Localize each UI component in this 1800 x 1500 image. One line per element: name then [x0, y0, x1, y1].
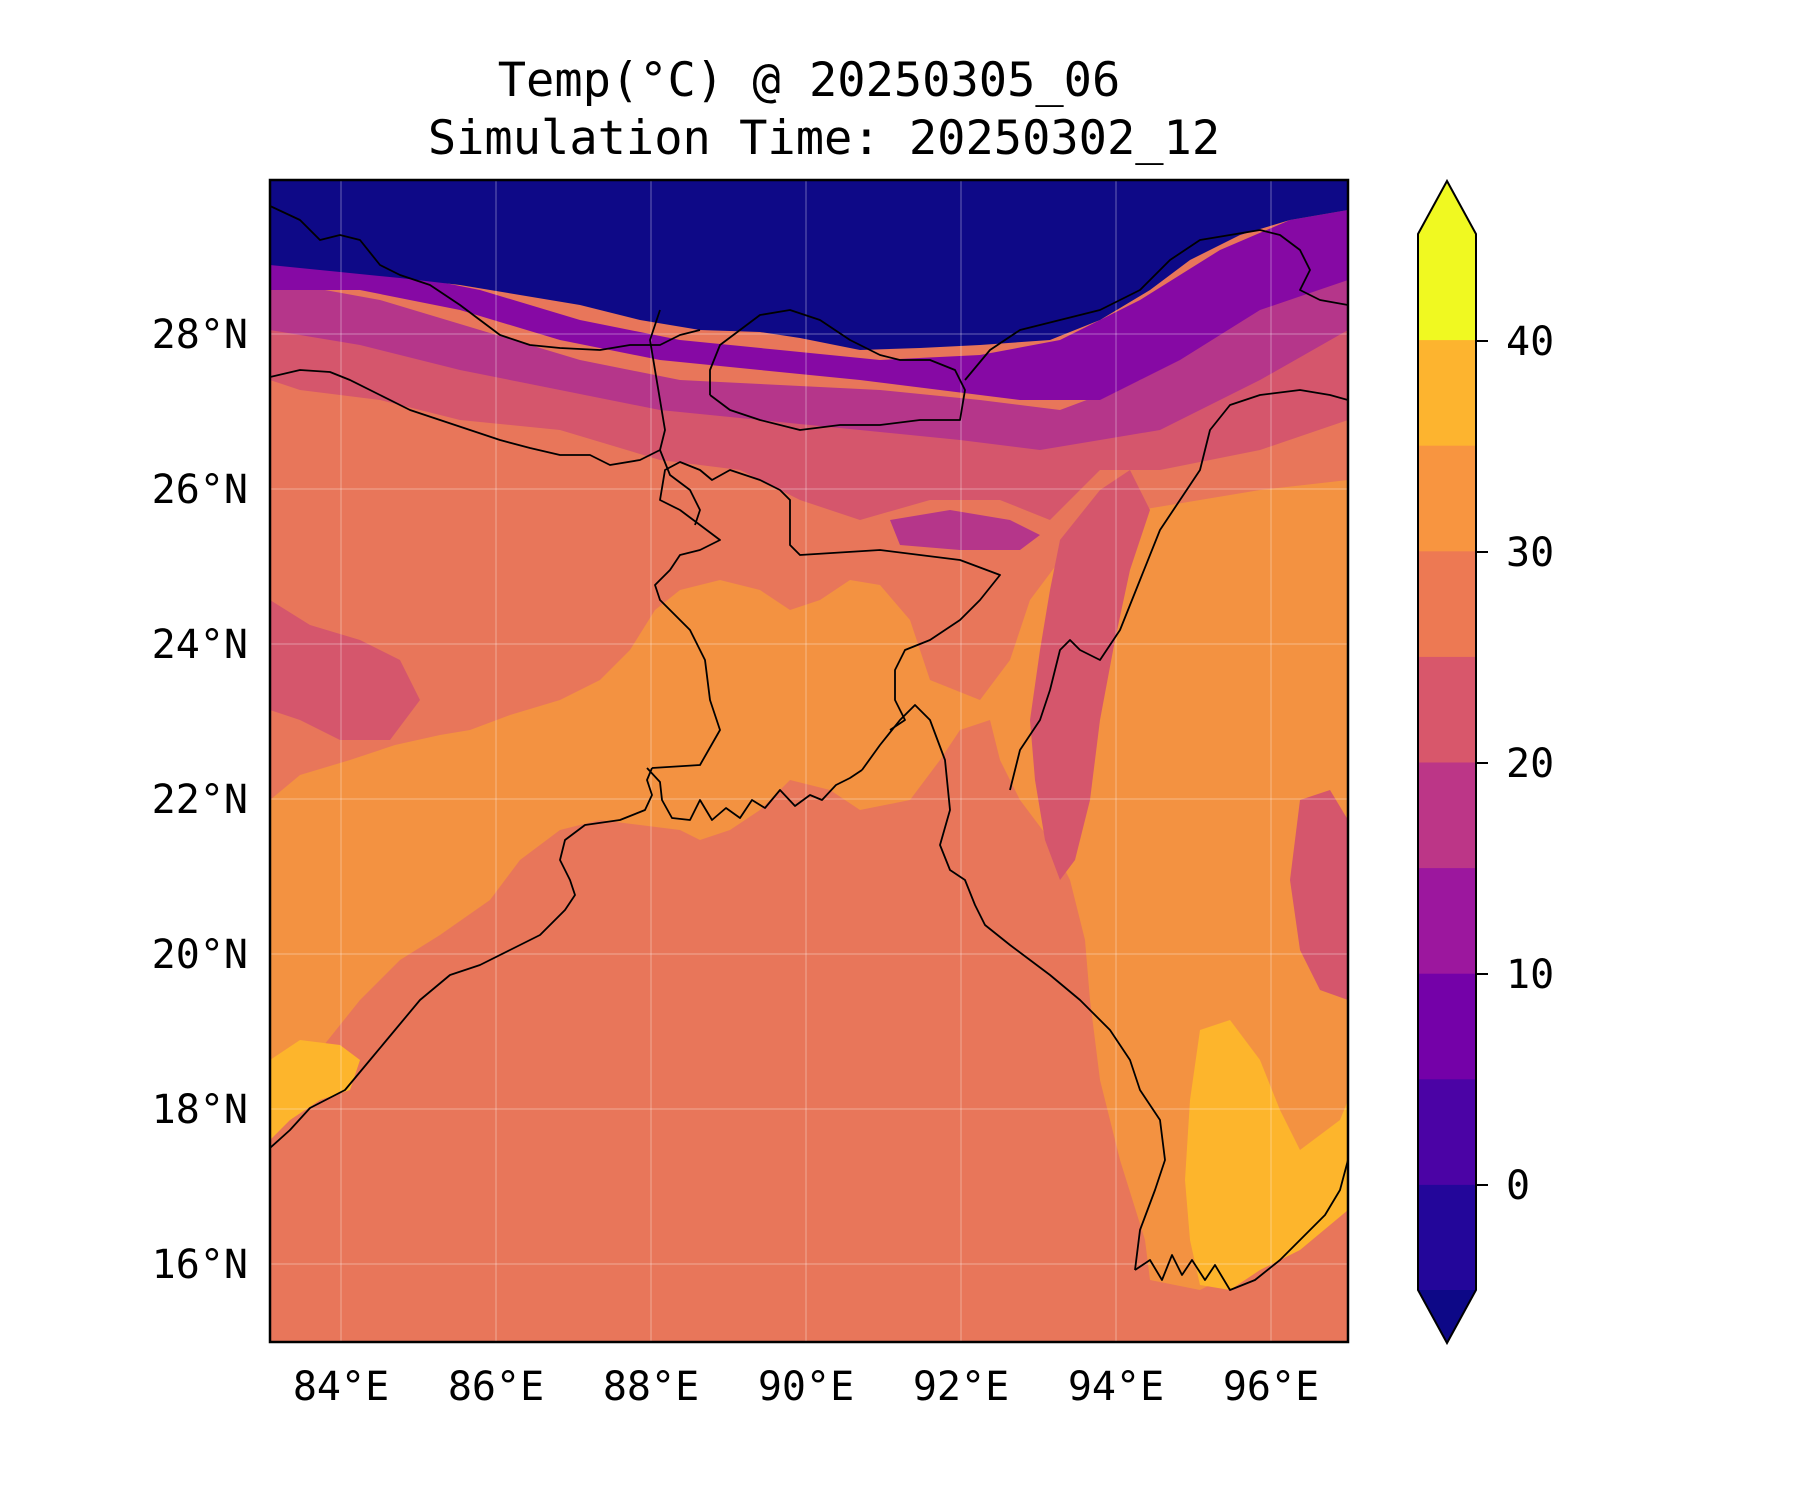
map-panel	[270, 180, 1348, 1342]
colorbar-band	[1418, 656, 1476, 763]
colorbar-band	[1418, 973, 1476, 1080]
mid-hills-himalaya-front	[270, 270, 1348, 450]
colorbar-band	[1418, 339, 1476, 446]
figure-title-line-1: Temp(°C) @ 20250305_06	[498, 53, 1121, 108]
hot-lowlands-myanmar	[1185, 1020, 1348, 1290]
colorbar-tick-label: 20	[1506, 741, 1554, 787]
x-tick-label: 90°E	[758, 1364, 854, 1410]
y-tick-label: 20°N	[152, 932, 248, 978]
colorbar-tick-label: 40	[1506, 319, 1554, 365]
myanmar-delta-coast	[1134, 1159, 1348, 1291]
bangladesh-india-north-border	[659, 449, 701, 526]
bangladesh-coast-east	[861, 704, 1166, 1271]
bhutan-border	[709, 309, 966, 431]
y-tick-label: 24°N	[152, 622, 248, 668]
high-terrain-band	[270, 210, 1348, 400]
colorbar-band	[1418, 234, 1476, 341]
colorbar-outline	[1417, 178, 1477, 1346]
hills-arakan-chin	[1030, 470, 1150, 880]
mid-hills-meghalaya	[890, 510, 1040, 550]
x-tick-label: 88°E	[603, 1364, 699, 1410]
colorbar-extend-over	[1418, 181, 1476, 234]
y-axis: 16°N 18°N 20°N 22°N 24°N 26°N 28°N	[152, 312, 248, 1288]
colorbar	[1417, 178, 1477, 1346]
himalaya-cold-field	[270, 180, 1348, 350]
colorbar-tick-label: 30	[1506, 530, 1554, 576]
colorbar-tick-label: 0	[1506, 1163, 1530, 1209]
x-tick-label: 96°E	[1223, 1364, 1319, 1410]
y-tick-label: 18°N	[152, 1087, 248, 1133]
figure-title-line-2: Simulation Time: 20250302_12	[428, 111, 1220, 166]
indian-coastline	[270, 767, 653, 1149]
y-tick-label: 26°N	[152, 467, 248, 513]
y-tick-label: 22°N	[152, 777, 248, 823]
hot-lowlands-east-india	[270, 1040, 360, 1140]
arunachal-border	[964, 229, 1348, 381]
map-frame	[268, 178, 1350, 1344]
x-tick-label: 94°E	[1068, 1364, 1164, 1410]
gridlines	[270, 180, 1348, 1342]
colorbar-band	[1418, 1078, 1476, 1185]
nepal-china-border	[270, 205, 701, 351]
colorbar-ticks: 0 10 20 30 40	[1476, 319, 1554, 1209]
colorbar-band	[1418, 762, 1476, 869]
y-tick-label: 28°N	[152, 312, 248, 358]
colorbar-band	[1418, 445, 1476, 552]
nepal-border	[270, 309, 666, 466]
hills-west-india	[270, 600, 420, 740]
colorbar-band	[1418, 550, 1476, 657]
colorbar-band	[1418, 867, 1476, 974]
colorbar-band	[1418, 1184, 1476, 1291]
india-myanmar-border	[1009, 389, 1348, 791]
hills-myanmar-east	[1290, 790, 1348, 1000]
coastlines-and-borders	[270, 205, 1348, 1291]
x-tick-label: 86°E	[448, 1364, 544, 1410]
colorbar-tick-label: 10	[1506, 952, 1554, 998]
x-axis: 84°E 86°E 88°E 90°E 92°E 94°E 96°E	[293, 1364, 1319, 1410]
bangladesh-border	[651, 461, 1001, 769]
x-tick-label: 92°E	[913, 1364, 1009, 1410]
y-tick-label: 16°N	[152, 1242, 248, 1288]
x-tick-label: 84°E	[293, 1364, 389, 1410]
sundarbans-coast	[646, 767, 863, 821]
colorbar-extend-under	[1418, 1290, 1476, 1343]
